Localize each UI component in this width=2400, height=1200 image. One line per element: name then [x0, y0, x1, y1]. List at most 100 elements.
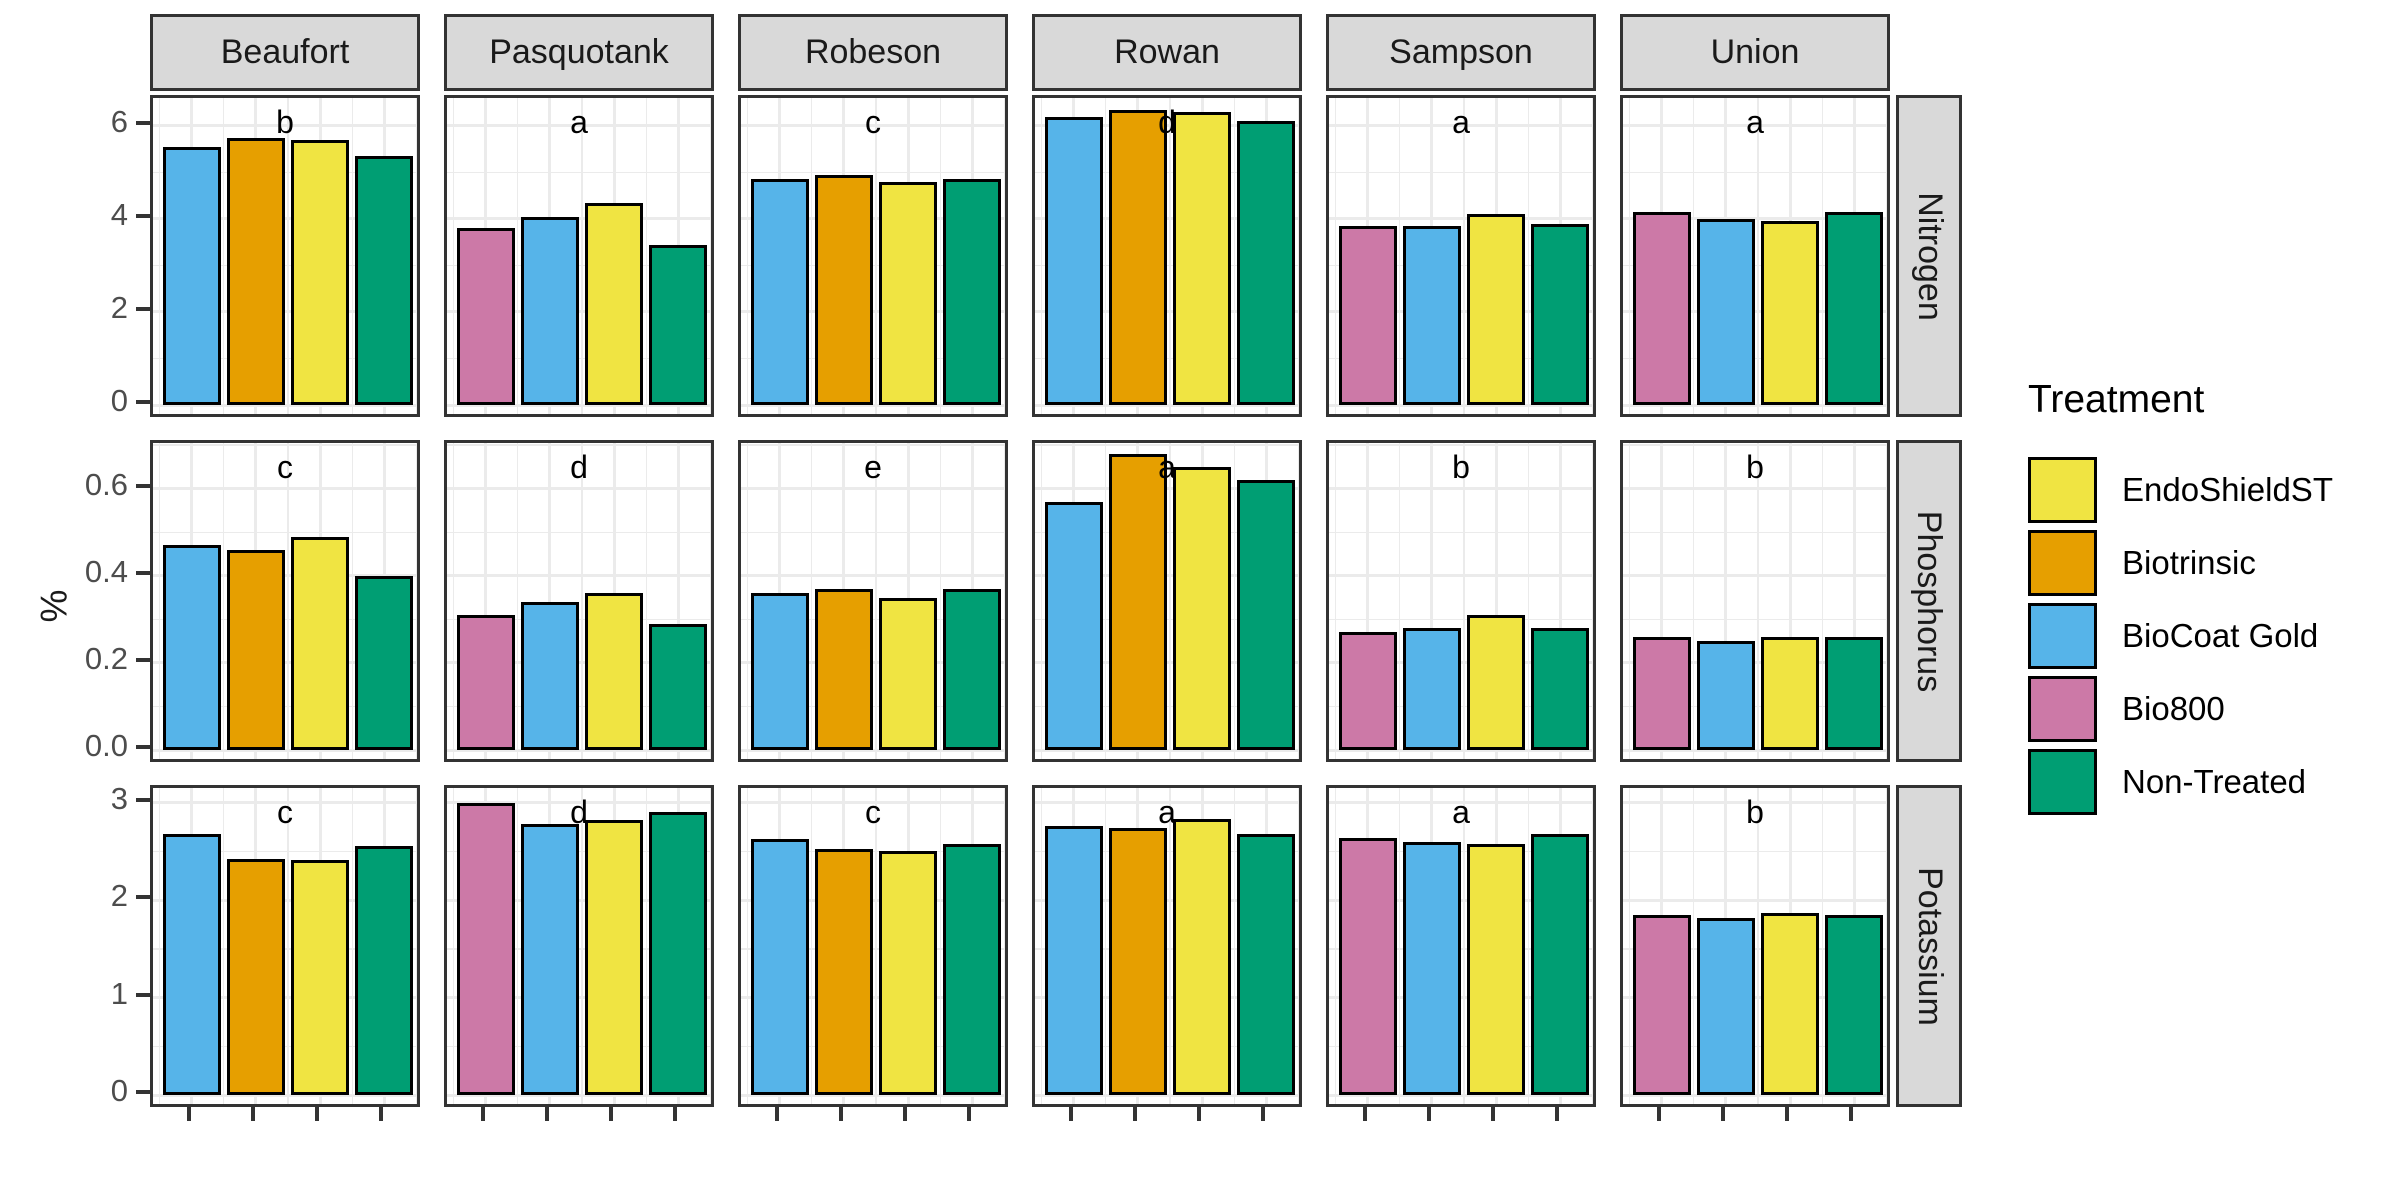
gridline [1035, 310, 1299, 314]
gridline [1035, 124, 1299, 128]
gridline [415, 443, 417, 759]
gridline [516, 443, 519, 759]
bar-endoshieldst [291, 860, 350, 1095]
bar-endoshieldst [585, 202, 644, 405]
gridline [222, 788, 225, 1104]
gridline [1623, 171, 1887, 174]
significance-letter: b [1452, 449, 1470, 485]
gridline [516, 98, 519, 414]
bar-bio800 [456, 802, 515, 1095]
bar-endoshieldst [585, 593, 644, 750]
gridline [1233, 443, 1235, 759]
gridline [447, 444, 711, 446]
bar-non-treated [1237, 121, 1296, 405]
significance-letter: e [864, 449, 882, 485]
gridline [1329, 403, 1593, 407]
gridline [484, 443, 488, 759]
bar-endoshieldst [1467, 214, 1526, 405]
bar-non-treated [1531, 223, 1590, 405]
x-axis-tick [544, 1107, 549, 1121]
gridline [1329, 124, 1593, 128]
gridline [1623, 444, 1887, 446]
gridline [1757, 443, 1759, 759]
bar-non-treated [943, 588, 1002, 750]
gridline [1628, 788, 1631, 1104]
facet-column-strip-beaufort: Beaufort [150, 14, 420, 91]
gridline [153, 487, 417, 491]
bar-biocoat-gold [750, 593, 809, 750]
gridline [709, 443, 711, 759]
bar-endoshieldst [879, 851, 938, 1095]
gridline [447, 574, 711, 578]
y-axis-tick-label: 2 [110, 878, 128, 914]
bar-endoshieldst [585, 820, 644, 1095]
gridline [1885, 98, 1887, 414]
legend-swatch-biocoat-gold [2028, 603, 2097, 669]
gridline [741, 1045, 1005, 1048]
gridline [415, 788, 417, 1104]
bar-non-treated [649, 623, 708, 750]
gridline [1463, 443, 1465, 759]
gridline [1329, 705, 1593, 708]
gridline [645, 98, 647, 414]
legend-label: Bio800 [2122, 690, 2225, 727]
y-axis-tick [136, 120, 150, 125]
facet-panel-beaufort-potassium: c [150, 785, 420, 1107]
significance-letter: a [1158, 449, 1176, 485]
facet-row-label: Phosphorus [1910, 510, 1949, 692]
facet-column-strip-rowan: Rowan [1032, 14, 1302, 91]
bar-biocoat-gold [750, 838, 809, 1095]
bar-biocoat-gold [1696, 917, 1755, 1095]
gridline [1660, 443, 1664, 759]
significance-letter: a [1746, 104, 1764, 140]
gridline [1623, 574, 1887, 578]
gridline [1329, 264, 1593, 267]
gridline [741, 487, 1005, 491]
legend-swatch-biotrinsic [2028, 530, 2097, 596]
gridline [1329, 310, 1593, 314]
gridline [516, 788, 519, 1104]
facet-panel-pasquotank-nitrogen: a [444, 95, 714, 417]
gridline [1623, 217, 1887, 221]
bar-non-treated [1825, 636, 1884, 750]
y-axis-title: % [33, 589, 75, 623]
gridline [810, 98, 813, 414]
y-axis-tick-label: 0 [110, 1073, 128, 1108]
x-axis-tick [903, 1107, 908, 1121]
gridline [1329, 748, 1593, 752]
gridline [1040, 98, 1043, 414]
facet-panel-robeson-nitrogen: c [738, 95, 1008, 417]
gridline [939, 443, 941, 759]
gridline [1623, 850, 1887, 853]
facet-panel-sampson-nitrogen: a [1326, 95, 1596, 417]
y-axis-tick-label: 1 [110, 975, 128, 1011]
gridline [741, 996, 1005, 1000]
significance-letter: a [570, 104, 588, 140]
bar-biotrinsic [814, 174, 873, 405]
facet-panel-union-nitrogen: a [1620, 95, 1890, 417]
x-axis-tick [967, 1107, 972, 1121]
bar-non-treated [355, 846, 414, 1095]
facet-panel-rowan-nitrogen: d [1032, 95, 1302, 417]
gridline [1623, 531, 1887, 534]
gridline [1104, 443, 1107, 759]
gridline [1104, 98, 1107, 414]
y-axis-tick-label: 0.4 [84, 553, 128, 589]
y-axis-tick-label: 3 [110, 780, 128, 816]
gridline [1035, 1045, 1299, 1048]
significance-letter: d [570, 449, 588, 485]
gridline [447, 403, 711, 407]
gridline [153, 705, 417, 708]
bar-non-treated [1237, 833, 1296, 1095]
x-axis-tick [379, 1107, 384, 1121]
gridline [1527, 98, 1529, 414]
y-axis-tick [136, 306, 150, 311]
bar-non-treated [1237, 480, 1296, 750]
gridline [1035, 801, 1299, 805]
gridline [153, 801, 417, 805]
gridline [1463, 98, 1465, 414]
bar-bio800 [1632, 914, 1691, 1095]
gridline [1035, 487, 1299, 491]
bar-non-treated [943, 843, 1002, 1095]
gridline [1329, 850, 1593, 853]
